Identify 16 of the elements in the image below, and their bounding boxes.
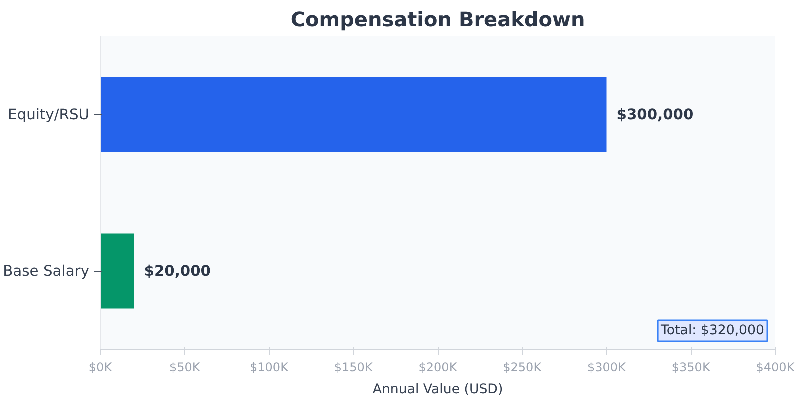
x-tick-label: $50K — [169, 360, 202, 374]
data-label: $300,000 — [616, 106, 694, 124]
x-tick-label: $0K — [88, 360, 114, 374]
chart-title: Compensation Breakdown — [290, 8, 586, 32]
x-tick-label: $200K — [418, 360, 458, 374]
x-axis-title: Annual Value (USD) — [372, 382, 504, 398]
y-tick-label: Base Salary — [3, 262, 90, 280]
y-tick-label: Equity/RSU — [8, 106, 90, 124]
data-label: $20,000 — [144, 262, 212, 280]
x-tick-label: $400K — [756, 360, 796, 374]
x-tick-label: $300K — [588, 360, 628, 374]
x-tick-label: $100K — [250, 360, 290, 374]
x-tick-label: $150K — [334, 360, 374, 374]
annotation: Total: $320,000 — [660, 324, 765, 338]
x-tick-label: $250K — [503, 360, 543, 374]
x-tick-label: $350K — [672, 360, 712, 374]
